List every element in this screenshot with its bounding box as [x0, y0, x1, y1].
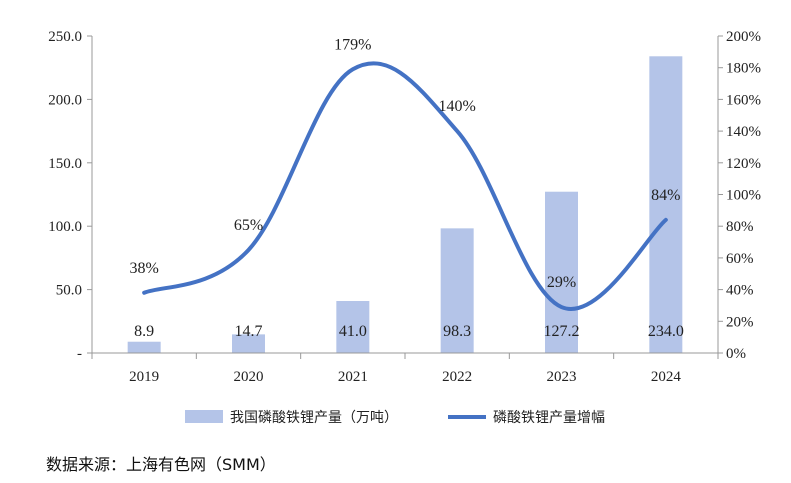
bar-data-label: 98.3 [443, 323, 471, 340]
line-data-label: 29% [547, 274, 576, 291]
x-tick-label: 2022 [442, 369, 472, 385]
right-tick-label: 20% [726, 314, 754, 330]
growth-line [142, 61, 668, 311]
bar-series [127, 56, 683, 354]
line-data-label: 140% [439, 98, 476, 115]
line-data-labels: 38% 65% 179% 140% 29% 84% [130, 36, 681, 291]
bar-2024 [649, 56, 683, 354]
bar-data-label: 127.2 [544, 323, 580, 340]
right-tick-label: 200% [726, 29, 761, 45]
bar-data-label: 234.0 [648, 323, 684, 340]
legend: 我国磷酸铁锂产量（万吨） 磷酸铁锂产量增幅 [185, 410, 605, 426]
x-tick-label: 2020 [234, 369, 264, 385]
source-note: 数据来源：上海有色网（SMM） [46, 455, 276, 474]
right-tick-label: 180% [726, 61, 761, 77]
right-tick-label: 100% [726, 188, 761, 204]
line-series [142, 61, 668, 311]
left-tick-label: 250.0 [48, 29, 82, 45]
x-tick-label: 2019 [129, 369, 159, 385]
bar-2021 [336, 301, 370, 353]
legend-bar-label: 我国磷酸铁锂产量（万吨） [230, 410, 398, 426]
right-tick-label: 40% [726, 283, 754, 299]
left-tick-label: 100.0 [48, 219, 82, 235]
x-tick-label: 2023 [547, 369, 577, 385]
bar-2022 [440, 228, 474, 353]
line-data-label: 179% [334, 36, 371, 53]
bar-data-label: 8.9 [134, 323, 154, 340]
right-tick-label: 0% [726, 346, 746, 362]
bar-2020 [232, 334, 265, 353]
line-data-label: 38% [130, 260, 159, 277]
line-data-label: 84% [651, 187, 680, 204]
right-tick-label: 120% [726, 156, 761, 172]
axes: - 50.0 100.0 150.0 200.0 250.0 0% 20% 40% 60% 80% 1… [48, 29, 761, 385]
right-tick-label: 140% [726, 124, 761, 140]
left-tick-label: 200.0 [48, 92, 82, 108]
bar-2019 [127, 341, 161, 353]
bar-data-label: 14.7 [235, 323, 263, 340]
legend-line-label: 磷酸铁锂产量增幅 [493, 410, 605, 426]
left-tick-label: 150.0 [48, 156, 82, 172]
bar-2023 [545, 191, 578, 353]
right-tick-label: 60% [726, 251, 754, 267]
bar-data-labels: 8.9 14.7 41.0 98.3 127.2 234.0 [134, 323, 684, 340]
legend-bar-swatch [185, 410, 223, 423]
left-tick-label: 50.0 [56, 283, 82, 299]
line-data-label: 65% [234, 217, 263, 234]
bar-data-label: 41.0 [339, 323, 367, 340]
right-tick-label: 160% [726, 92, 761, 108]
left-tick-label: - [77, 346, 82, 362]
right-tick-label: 80% [726, 219, 754, 235]
x-tick-label: 2024 [651, 369, 682, 385]
x-tick-label: 2021 [338, 369, 368, 385]
